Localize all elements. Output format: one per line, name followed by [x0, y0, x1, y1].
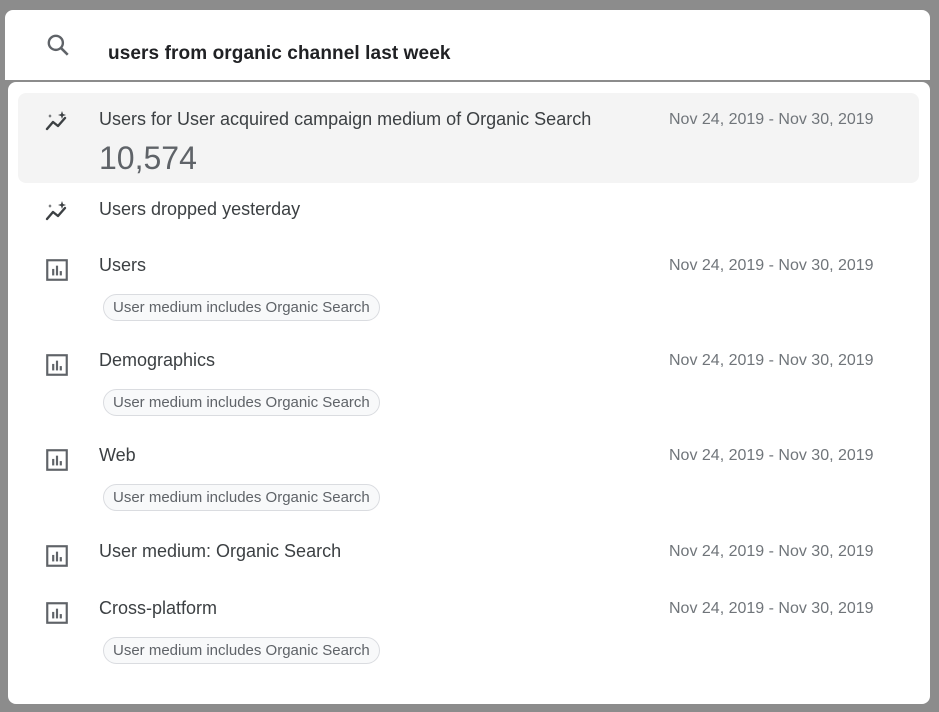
result-value: 10,574: [99, 140, 197, 176]
bar-chart-icon: [44, 447, 70, 471]
bar-chart-icon: [44, 352, 70, 376]
result-date-range: Nov 24, 2019 - Nov 30, 2019: [669, 352, 874, 369]
result-date-range: Nov 24, 2019 - Nov 30, 2019: [669, 600, 874, 617]
result-title: Cross-platform: [99, 598, 218, 618]
bar-chart-icon: [44, 543, 70, 567]
filter-chip[interactable]: User medium includes Organic Search: [103, 484, 380, 511]
filter-chip[interactable]: User medium includes Organic Search: [103, 637, 380, 664]
search-input[interactable]: users from organic channel last week: [108, 43, 451, 64]
insights-icon: [45, 111, 67, 131]
result-date-range: Nov 24, 2019 - Nov 30, 2019: [669, 111, 874, 128]
filter-chip[interactable]: User medium includes Organic Search: [103, 294, 380, 321]
filter-chip[interactable]: User medium includes Organic Search: [103, 389, 380, 416]
search-results-dropdown: Users for User acquired campaign medium …: [8, 82, 930, 704]
highlighted-result-background: [18, 93, 919, 183]
result-title: Demographics: [99, 350, 216, 370]
bar-chart-icon: [44, 600, 70, 624]
result-title: User medium: Organic Search: [99, 541, 342, 561]
result-date-range: Nov 24, 2019 - Nov 30, 2019: [669, 447, 874, 464]
search-bar[interactable]: users from organic channel last week: [5, 10, 930, 80]
result-date-range: Nov 24, 2019 - Nov 30, 2019: [669, 257, 874, 274]
search-icon: [47, 34, 69, 56]
result-date-range: Nov 24, 2019 - Nov 30, 2019: [669, 543, 874, 560]
insights-icon: [45, 201, 67, 221]
result-title: Web: [99, 445, 136, 465]
bar-chart-icon: [44, 257, 70, 281]
result-title: Users dropped yesterday: [99, 199, 301, 219]
result-title: Users: [99, 255, 147, 275]
result-title: Users for User acquired campaign medium …: [99, 109, 592, 129]
